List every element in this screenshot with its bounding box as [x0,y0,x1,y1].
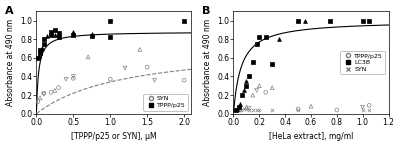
Point [254,43,260,45]
Point [334,109,340,111]
Point [107,78,114,80]
Point [36,55,42,57]
Point [234,108,240,110]
Point [107,19,114,22]
X-axis label: [HeLa extract], mg/ml: [HeLa extract], mg/ml [269,132,353,141]
Point [48,91,54,93]
Point [246,107,252,109]
Point [107,36,114,39]
Point [237,103,243,106]
Point [88,32,95,35]
Point [181,19,187,22]
Point [55,86,62,89]
Y-axis label: Absorbance at 490 nm: Absorbance at 490 nm [202,19,212,106]
Point [269,86,276,89]
Point [48,33,54,36]
Point [40,43,47,45]
Point [240,89,247,92]
Point [295,108,301,110]
Point [233,110,239,112]
Point [52,33,58,36]
Point [256,36,262,39]
Point [250,109,256,111]
Point [181,79,187,81]
Point [40,38,47,40]
Point [35,100,41,103]
Point [233,109,239,111]
Point [237,109,243,111]
Point [38,47,45,50]
Point [236,109,242,111]
Point [70,33,76,36]
Point [366,104,372,107]
Point [136,48,143,51]
Point [366,19,372,22]
Point [243,85,250,87]
Point [88,35,95,37]
Point [236,106,242,108]
Point [250,94,256,96]
Point [360,19,366,22]
Point [269,63,276,66]
Point [37,49,43,52]
Point [243,80,250,82]
Point [295,19,301,22]
Point [308,105,314,107]
Legend: TPPP/p25, LC3B, SYN: TPPP/p25, LC3B, SYN [340,51,385,74]
Point [37,97,43,99]
Point [70,31,76,33]
Point [246,75,252,78]
Point [37,52,43,54]
Point [52,89,58,92]
Point [269,109,276,111]
Legend: SYN, TPPP/p25: SYN, TPPP/p25 [143,94,188,111]
Point [35,57,41,59]
Point [276,38,282,40]
Point [144,66,150,68]
Point [44,35,51,37]
Point [262,36,269,39]
Text: A: A [5,6,14,16]
Y-axis label: Absorbance at 490 nm: Absorbance at 490 nm [6,19,14,106]
Point [254,109,260,111]
Point [122,67,128,69]
Point [327,19,334,22]
Point [254,89,260,92]
Point [301,19,308,22]
Point [366,109,372,111]
Point [238,109,244,111]
Point [52,29,58,31]
Point [250,61,256,64]
Point [63,78,69,80]
Point [70,77,76,80]
Point [243,106,250,108]
Point [70,75,76,78]
Point [151,79,158,81]
Text: B: B [202,6,211,16]
Point [243,108,250,110]
Point [246,109,252,111]
X-axis label: [TPPP/p25 or SYN], μM: [TPPP/p25 or SYN], μM [71,132,157,141]
Point [240,108,247,110]
Point [55,31,62,34]
Point [256,109,262,111]
Point [55,36,62,39]
Point [256,85,262,87]
Point [360,106,366,108]
Point [239,94,246,96]
Point [262,91,269,93]
Point [40,93,47,95]
Point [360,109,366,111]
Point [295,109,301,111]
Point [85,56,91,58]
Point [40,92,47,94]
Point [48,31,54,33]
